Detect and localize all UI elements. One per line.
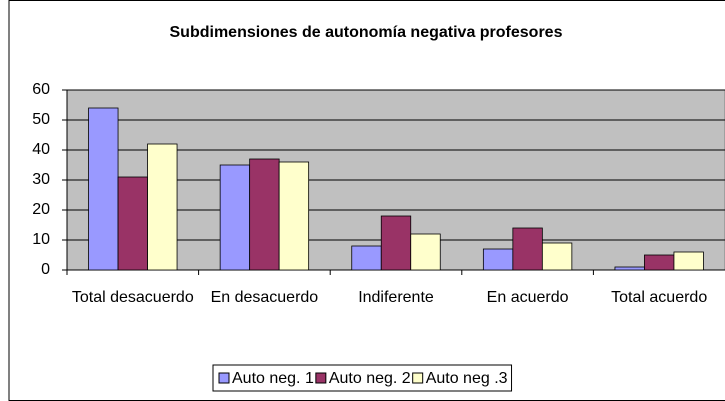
chart-title: Subdimensiones de autonomía negativa pro… xyxy=(170,24,563,41)
bar xyxy=(88,107,119,271)
x-tick-label: Total desacuerdo xyxy=(71,289,194,306)
bar xyxy=(482,248,514,271)
y-tick-label: 50 xyxy=(32,111,50,128)
bar xyxy=(147,143,178,271)
bar xyxy=(219,164,251,271)
x-tick-label: Indiferente xyxy=(358,289,434,306)
bar xyxy=(117,176,148,271)
bar xyxy=(410,233,441,271)
y-tick-label: 30 xyxy=(32,171,50,188)
bar xyxy=(351,245,382,271)
legend-swatch xyxy=(412,372,424,384)
bar xyxy=(541,242,573,271)
legend-swatch xyxy=(218,372,230,384)
bar xyxy=(249,158,280,271)
y-tick-label: 60 xyxy=(32,81,50,98)
y-tick-label: 0 xyxy=(41,261,50,278)
y-tick-label: 20 xyxy=(32,201,50,218)
bar xyxy=(644,254,675,271)
bar xyxy=(380,215,412,271)
x-tick-label: En acuerdo xyxy=(486,289,569,306)
legend-swatch xyxy=(315,372,327,384)
y-tick-label: 10 xyxy=(32,231,50,248)
x-tick-label: En desacuerdo xyxy=(210,289,319,306)
legend-box xyxy=(212,364,513,392)
x-tick-label: Total acuerdo xyxy=(611,289,708,306)
legend-label: Auto neg. 2 xyxy=(329,370,411,387)
legend-label: Auto neg .3 xyxy=(426,370,508,387)
bar xyxy=(512,227,543,271)
y-tick-label: 40 xyxy=(32,141,50,158)
legend-label: Auto neg. 1 xyxy=(232,370,314,387)
bar xyxy=(614,266,645,271)
bar xyxy=(673,251,704,271)
bar xyxy=(278,161,310,271)
